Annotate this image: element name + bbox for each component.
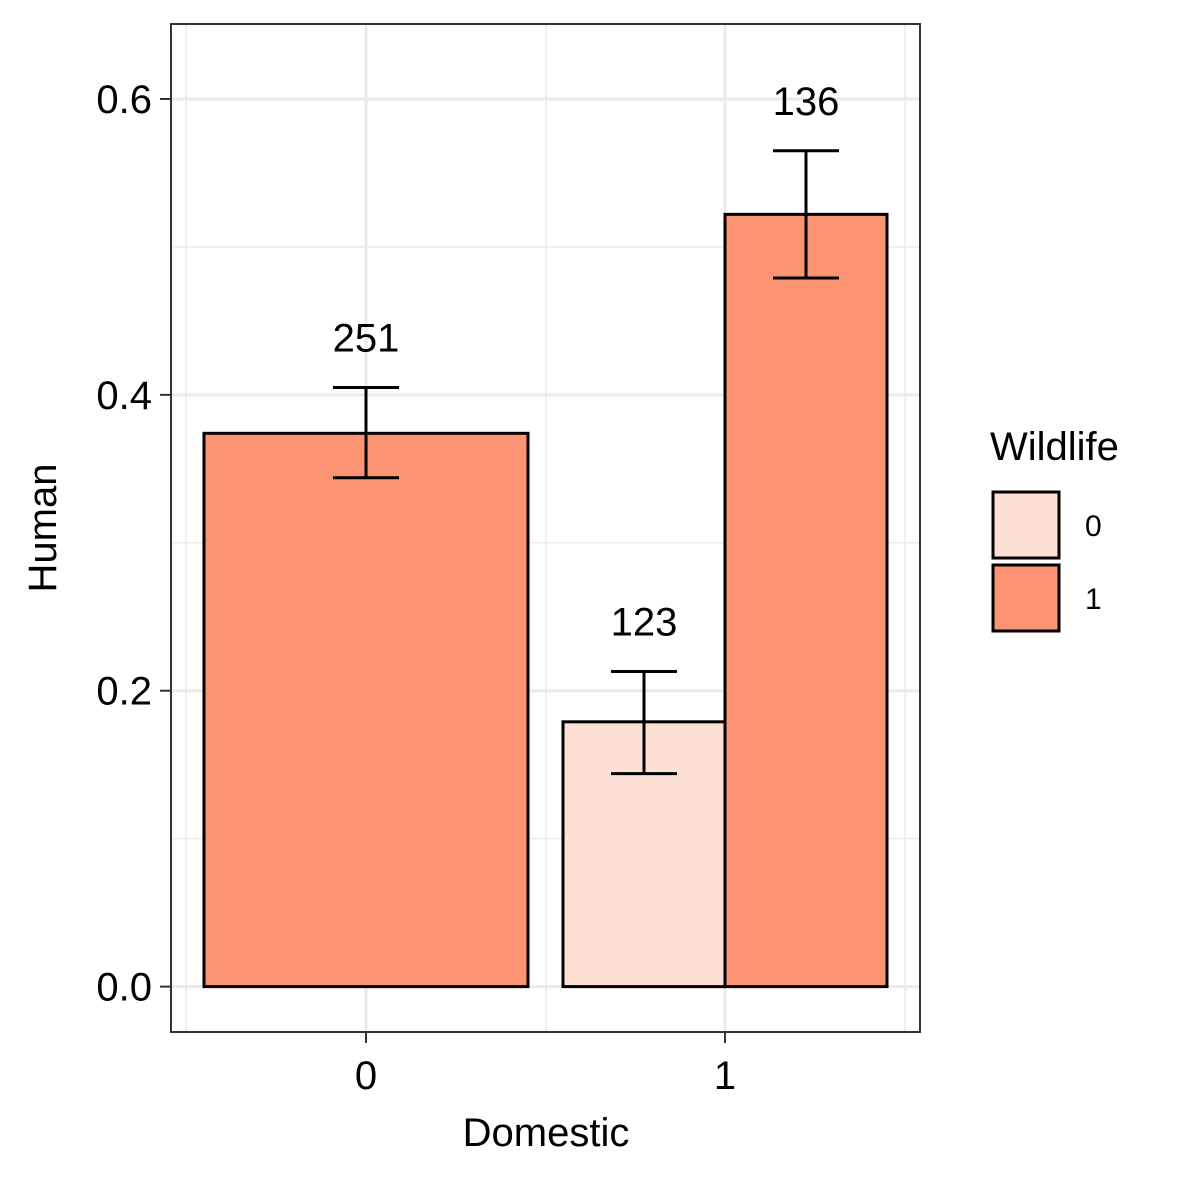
y-tick-label: 0.2 (96, 670, 152, 714)
legend: Wildlife 01 (990, 425, 1119, 633)
count-label: 123 (611, 601, 678, 645)
legend-item: 0 (991, 490, 1102, 560)
count-labels: 251 123 136 (333, 80, 840, 645)
x-tick-label: 1 (714, 1054, 736, 1098)
legend-title: Wildlife (990, 425, 1119, 469)
y-axis-title: Human (21, 464, 65, 593)
y-axis-ticks: 0.0 0.2 0.4 0.6 (96, 78, 172, 1010)
legend-label: 0 (1085, 510, 1102, 543)
y-tick-label: 0.6 (96, 78, 152, 122)
bar-domestic-1-wildlife-1 (723, 212, 889, 989)
legend-swatch (991, 563, 1061, 633)
count-label: 136 (773, 80, 840, 124)
legend-swatch (991, 490, 1061, 560)
legend-item: 1 (991, 563, 1102, 633)
legend-items: 01 (991, 490, 1102, 633)
error-bar (611, 670, 677, 776)
legend-label: 1 (1085, 583, 1102, 616)
bar-domestic-0-wildlife-1 (202, 431, 530, 989)
x-axis-title: Domestic (463, 1111, 630, 1155)
y-tick-label: 0.0 (96, 966, 152, 1010)
x-tick-label: 0 (355, 1054, 377, 1098)
count-label: 251 (333, 316, 400, 360)
error-bar (773, 149, 839, 280)
y-tick-label: 0.4 (96, 374, 152, 418)
error-bars (333, 149, 839, 776)
panel-border (170, 23, 921, 1033)
error-bar (333, 385, 399, 480)
